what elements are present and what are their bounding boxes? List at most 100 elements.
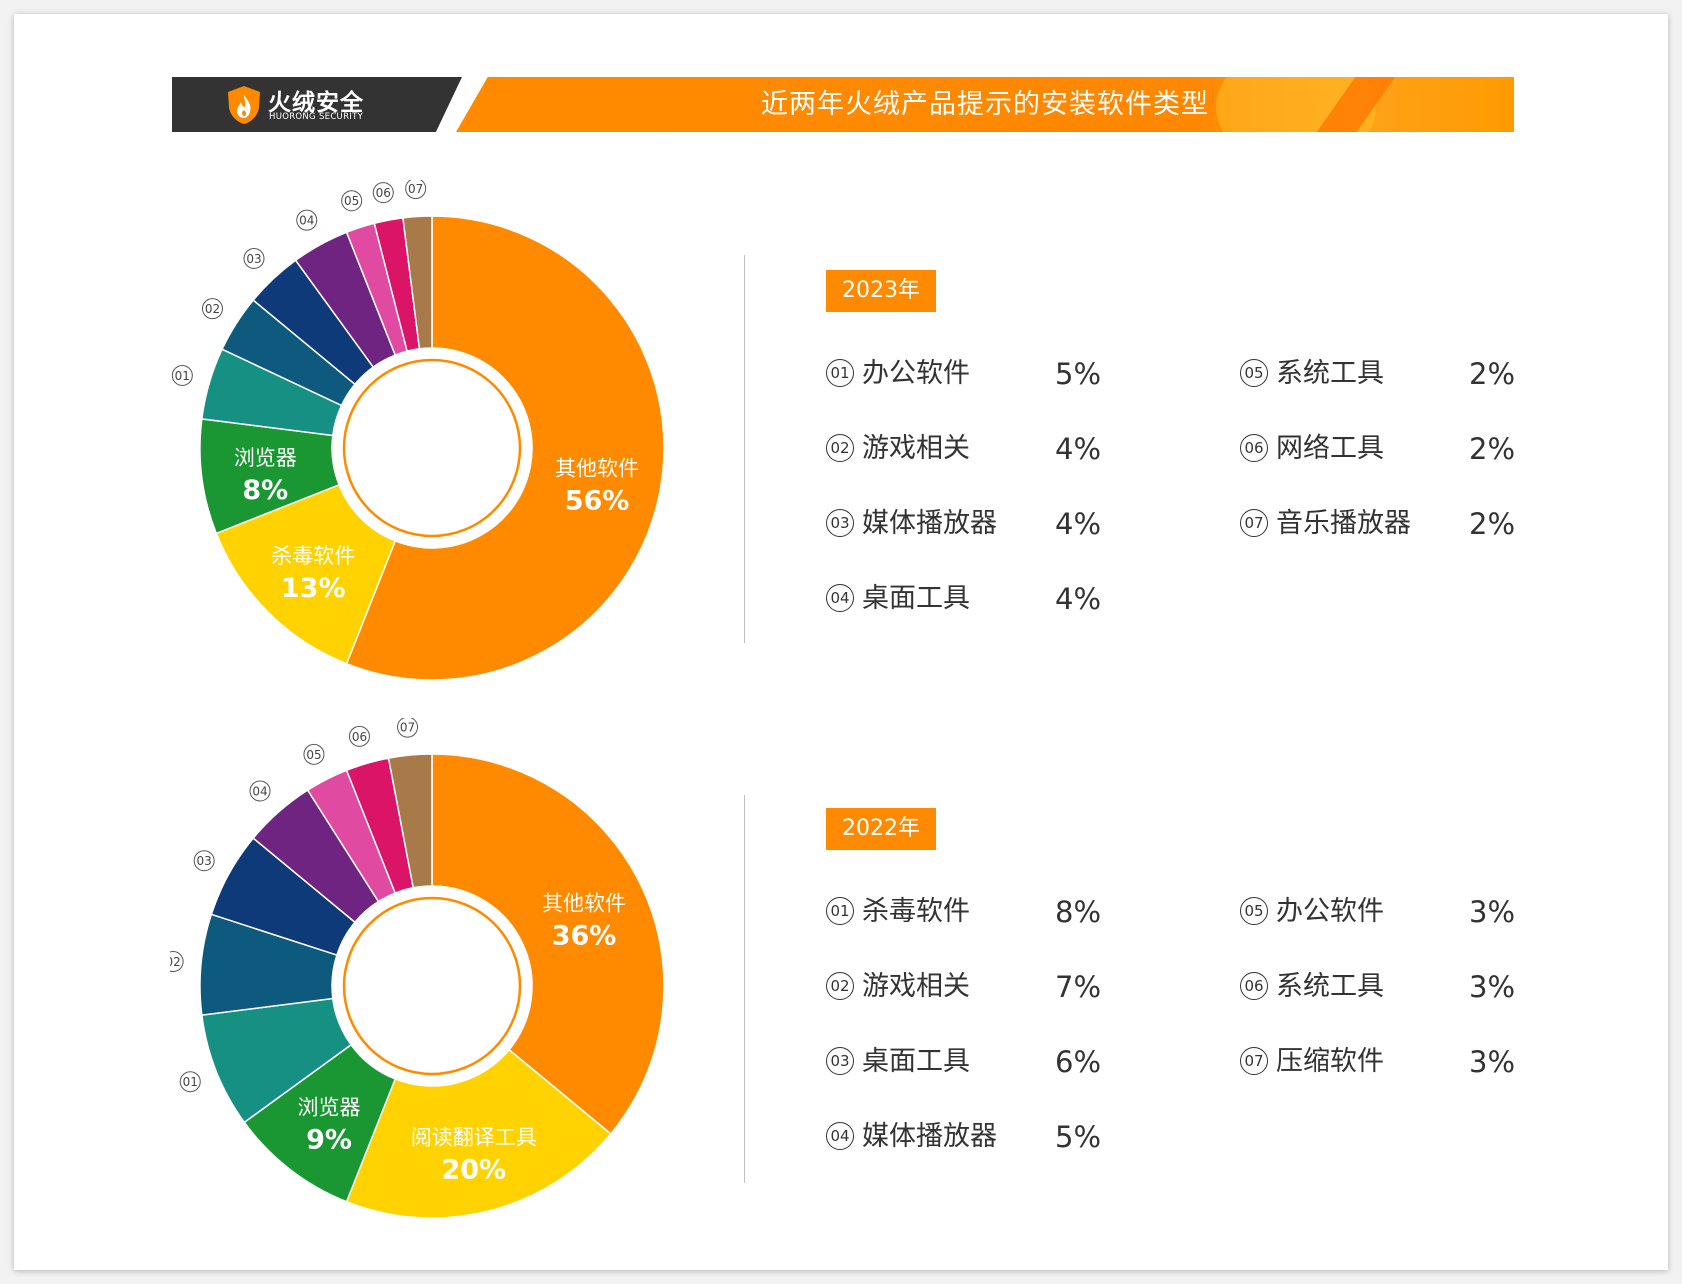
donut-hole: [334, 350, 530, 546]
legend-name: 游戏相关: [862, 971, 970, 1002]
legend-value: 5%: [1055, 357, 1102, 391]
legend-item: 03 媒体播放器: [826, 504, 997, 544]
slice-number-03: 03: [243, 247, 265, 269]
divider-2023: [744, 255, 745, 643]
slice-number-05: 05: [341, 190, 363, 212]
slice-number-02: 02: [201, 298, 223, 320]
slice-杀毒软件: [215, 483, 397, 665]
slice-number-04: 04: [296, 209, 318, 231]
slice-number-circle: [243, 247, 265, 269]
legend-name: 系统工具: [1276, 358, 1384, 389]
slice-number-text: 01: [175, 369, 190, 383]
donut-chart-2023: 其他软件 56% 杀毒软件 13% 浏览器 8% 01 02 03 04 05 06 07: [171, 180, 665, 681]
legend-name: 桌面工具: [862, 1046, 970, 1077]
header-logo-band: [172, 77, 462, 132]
huorong-logo: 火绒安全 HUORONG SECURITY: [226, 83, 386, 127]
legend-value: 3%: [1469, 1045, 1516, 1079]
slice-number-circle: [303, 743, 325, 765]
legend-value: 3%: [1469, 970, 1516, 1004]
legend-value: 2%: [1469, 357, 1516, 391]
slice-label-浏览器: 浏览器 9%: [298, 1096, 361, 1156]
legend-number: 04: [826, 1121, 854, 1150]
legend-name: 压缩软件: [1276, 1046, 1384, 1077]
slice-number-04: 04: [249, 780, 271, 802]
slice-number-text: 03: [246, 252, 261, 266]
page-title: 近两年火绒产品提示的安装软件类型: [761, 89, 1209, 120]
slice-number-circle: [372, 182, 394, 204]
legend-number: 06: [1240, 433, 1268, 462]
slice-number-text: 02: [170, 955, 181, 969]
donut-chart-2022: 其他软件 36% 阅读翻译工具 20% 浏览器 9% 01 02 03 04 05 06 07: [170, 718, 665, 1219]
legend-value: 5%: [1055, 1120, 1102, 1154]
logo-chinese-name: 火绒安全: [268, 90, 364, 116]
slice-音乐播放器: [402, 215, 433, 350]
year-badge-2023: 2023年: [826, 270, 936, 312]
slice-number-03: 03: [193, 850, 215, 872]
slice-number-text: 06: [352, 730, 367, 744]
slice-number-05: 05: [303, 743, 325, 765]
slice-number-circle: [249, 780, 271, 802]
legend-name: 媒体播放器: [862, 1121, 997, 1152]
slice-label-杀毒软件: 杀毒软件 13%: [271, 544, 355, 604]
legend-item: 03 桌面工具: [826, 1042, 970, 1082]
legend-name: 音乐播放器: [1276, 508, 1411, 539]
legend-item: 02 游戏相关: [826, 967, 970, 1007]
slice-label-value: 13%: [281, 573, 346, 604]
slice-number-text: 01: [183, 1075, 198, 1089]
legend-name: 桌面工具: [862, 583, 970, 614]
legend-value: 4%: [1055, 582, 1102, 616]
slice-number-circle: [348, 725, 370, 747]
legend-item: 04 桌面工具: [826, 579, 970, 619]
legend-item: 07 压缩软件: [1240, 1042, 1384, 1082]
legend-number: 01: [826, 896, 854, 925]
slice-number-text: 06: [376, 186, 391, 200]
legend-name: 办公软件: [1276, 896, 1384, 927]
legend-item: 04 媒体播放器: [826, 1117, 997, 1157]
legend-value: 7%: [1055, 970, 1102, 1004]
slice-number-circle: [397, 718, 419, 738]
legend-number: 04: [826, 583, 854, 612]
divider-2022: [744, 795, 745, 1183]
slice-number-text: 03: [197, 854, 212, 868]
slice-label-其他软件: 其他软件 56%: [555, 456, 639, 516]
slice-label-value: 20%: [441, 1155, 506, 1186]
legend-number: 03: [826, 1046, 854, 1075]
slice-阅读翻译工具: [345, 1048, 612, 1219]
slice-number-text: 07: [408, 182, 423, 196]
header-title-band: 近两年火绒产品提示的安装软件类型: [456, 77, 1514, 132]
slice-label-name: 阅读翻译工具: [411, 1126, 537, 1150]
legend-value: 2%: [1469, 507, 1516, 541]
slice-label-value: 36%: [552, 920, 617, 951]
legend-item: 06 网络工具: [1240, 429, 1384, 469]
slice-number-circle: [171, 364, 193, 386]
slice-number-06: 06: [372, 182, 394, 204]
legend-name: 办公软件: [862, 358, 970, 389]
slice-number-text: 05: [344, 194, 359, 208]
slice-label-name: 浏览器: [234, 446, 297, 470]
donut-inner-ring: [342, 896, 522, 1076]
slice-label-value: 9%: [306, 1125, 352, 1156]
legend-number: 06: [1240, 971, 1268, 1000]
legend-value: 3%: [1469, 895, 1516, 929]
legend-name: 网络工具: [1276, 433, 1384, 464]
legend-item: 06 系统工具: [1240, 967, 1384, 1007]
slice-number-circle: [193, 850, 215, 872]
slice-label-name: 杀毒软件: [271, 544, 355, 568]
slice-label-阅读翻译工具: 阅读翻译工具 20%: [411, 1126, 537, 1186]
donut-hole: [334, 888, 530, 1084]
shield-flame-icon: [228, 86, 260, 124]
slice-label-value: 8%: [242, 475, 288, 506]
slice-number-text: 07: [400, 721, 415, 735]
legend-name: 游戏相关: [862, 433, 970, 464]
legend-number: 07: [1240, 1046, 1268, 1075]
slice-label-name: 其他软件: [555, 456, 639, 480]
legend-number: 05: [1240, 896, 1268, 925]
slice-label-浏览器: 浏览器 8%: [234, 446, 297, 506]
logo-english-name: HUORONG SECURITY: [269, 112, 364, 122]
slice-number-text: 04: [299, 214, 314, 228]
legend-value: 4%: [1055, 432, 1102, 466]
slice-其他软件: [431, 753, 665, 1135]
slice-number-07: 07: [397, 718, 419, 738]
slice-number-01: 01: [179, 1071, 201, 1093]
slice-number-circle: [201, 298, 223, 320]
